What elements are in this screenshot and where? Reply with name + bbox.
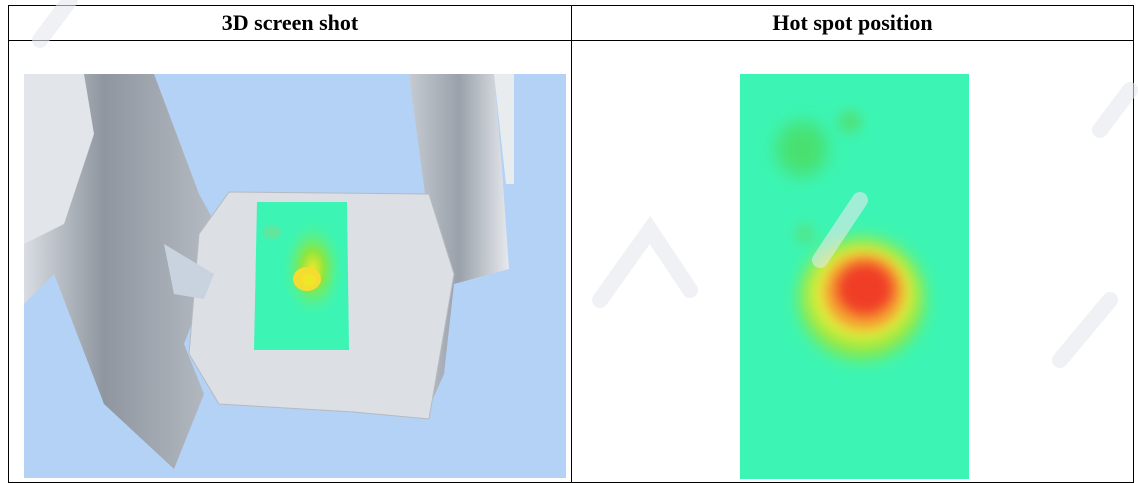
header-hot-spot-position: Hot spot position (571, 5, 1134, 41)
cell-3d-screen-shot (8, 40, 572, 483)
hot-spot-position-image (740, 74, 969, 479)
3d-screen-shot-image (24, 74, 566, 478)
cell-hot-spot-position (571, 40, 1134, 483)
header-3d-screen-shot: 3D screen shot (8, 5, 572, 41)
results-table: 3D screen shot Hot spot position (8, 5, 1134, 483)
